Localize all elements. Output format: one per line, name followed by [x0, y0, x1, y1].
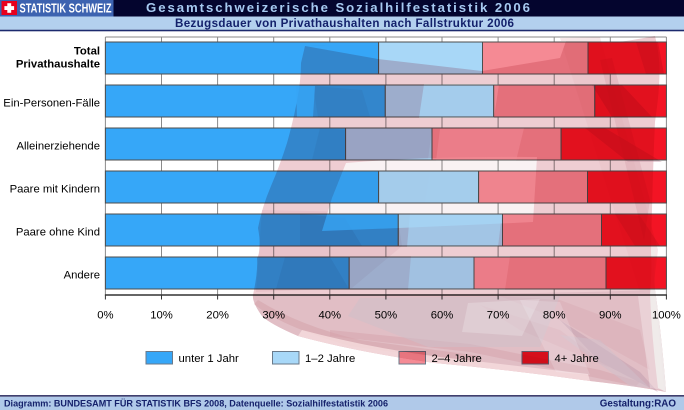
- svg-text:STATISTIK SCHWEIZ: STATISTIK SCHWEIZ: [20, 1, 112, 16]
- svg-text:Bezugsdauer von Privathaushalt: Bezugsdauer von Privathaushalten nach Fa…: [175, 17, 515, 30]
- svg-text:100%: 100%: [652, 310, 681, 322]
- svg-text:Diagramm: BUNDESAMT FÜR STATIS: Diagramm: BUNDESAMT FÜR STATISTIK BFS 20…: [4, 398, 388, 408]
- svg-text:Gestaltung:RAO: Gestaltung:RAO: [600, 398, 677, 409]
- svg-text:Paare ohne Kind: Paare ohne Kind: [16, 227, 100, 239]
- svg-text:10%: 10%: [150, 310, 173, 322]
- svg-text:Gesamtschweizerische Sozialhil: Gesamtschweizerische Sozialhilfestatisti…: [146, 0, 530, 15]
- svg-text:unter 1 Jahr: unter 1 Jahr: [179, 353, 240, 365]
- svg-text:Total: Total: [74, 46, 100, 58]
- svg-text:Ein-Personen-Fälle: Ein-Personen-Fälle: [3, 98, 100, 110]
- svg-text:Alleinerziehende: Alleinerziehende: [16, 141, 100, 153]
- svg-text:Privathaushalte: Privathaushalte: [16, 59, 100, 71]
- svg-text:Andere: Andere: [64, 270, 100, 282]
- svg-text:20%: 20%: [206, 310, 229, 322]
- svg-text:1–2 Jahre: 1–2 Jahre: [305, 353, 355, 365]
- svg-text:0%: 0%: [97, 310, 113, 322]
- svg-text:Paare mit Kindern: Paare mit Kindern: [10, 184, 100, 196]
